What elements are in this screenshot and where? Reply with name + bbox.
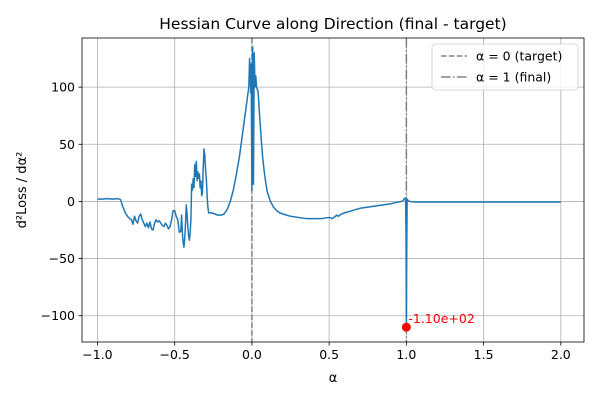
hessian-line <box>97 46 561 328</box>
annotations: -1.10e+02 <box>401 311 475 332</box>
legend: α = 0 (target) α = 1 (final) <box>431 43 579 91</box>
y-ticks: −100 −50 0 50 100 <box>41 80 82 323</box>
x-tick-label: −1.0 <box>82 347 112 362</box>
x-tick-label: 0.0 <box>242 347 262 362</box>
series-layer <box>97 46 561 328</box>
y-tick-label: 50 <box>59 137 75 152</box>
y-tick-label: 100 <box>51 80 75 95</box>
x-ticks: −1.0 −0.5 0.0 0.5 1.0 1.5 2.0 <box>82 342 571 362</box>
legend-box <box>431 43 579 91</box>
y-tick-label: 0 <box>67 194 75 209</box>
min-point-label: -1.10e+02 <box>408 311 474 326</box>
x-tick-label: 2.0 <box>551 347 571 362</box>
x-tick-label: 1.0 <box>396 347 416 362</box>
x-tick-label: −0.5 <box>159 347 189 362</box>
legend-label-target: α = 0 (target) <box>476 49 562 64</box>
y-tick-label: −50 <box>49 251 75 266</box>
plot-frame <box>81 37 585 343</box>
x-tick-label: 1.5 <box>474 347 494 362</box>
min-point-marker <box>401 322 411 332</box>
x-axis-label: α <box>329 371 338 386</box>
y-axis-label: d²Loss / dα² <box>15 152 30 229</box>
x-tick-label: 0.5 <box>319 347 339 362</box>
chart-title: Hessian Curve along Direction (final - t… <box>159 15 506 33</box>
legend-label-final: α = 1 (final) <box>476 70 551 85</box>
y-tick-label: −100 <box>41 308 75 323</box>
